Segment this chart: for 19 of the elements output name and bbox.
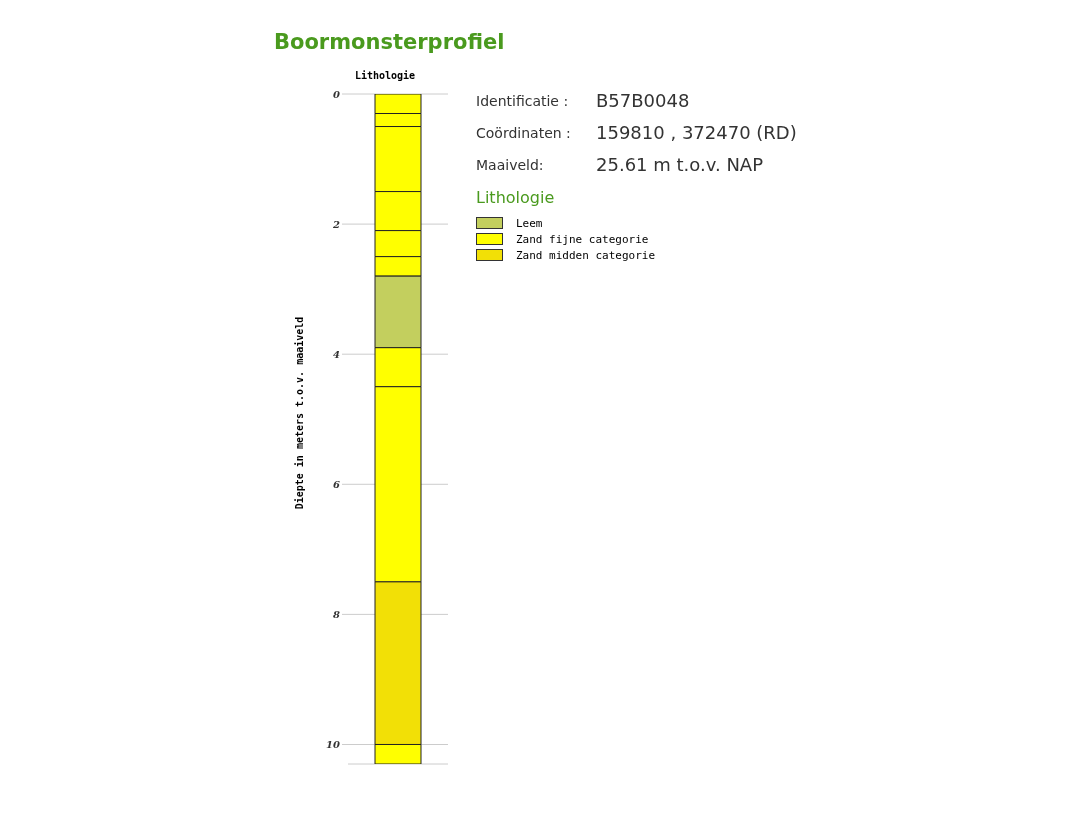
- chart-title: Boormonsterprofiel: [274, 30, 505, 54]
- legend-label: Leem: [516, 216, 543, 230]
- x-axis-title: Lithologie: [353, 70, 417, 81]
- text: Identificatie :: [476, 92, 570, 111]
- legend-title: Lithologie: [476, 188, 556, 207]
- y-tick-label: 10: [326, 739, 341, 751]
- y-tick-label: 8: [333, 608, 341, 620]
- legend-label: Zand midden categorie: [516, 248, 656, 262]
- legend-label: Zand fijne categorie: [516, 232, 649, 246]
- text: Coördinaten :: [476, 124, 572, 143]
- text: 25.61 m t.o.v. NAP: [596, 154, 765, 176]
- text: 159810 , 372470 (RD): [596, 122, 797, 144]
- y-tick-label: 2: [332, 218, 341, 230]
- y-tick-label: 6: [333, 478, 341, 490]
- text: B57B0048: [596, 90, 691, 112]
- text: Maaiveld:: [476, 156, 545, 175]
- y-tick-label: 4: [333, 348, 341, 360]
- y-tick-label: 0: [333, 88, 341, 100]
- y-axis-title: Diepte in meters t.o.v. maaiveld: [293, 316, 305, 510]
